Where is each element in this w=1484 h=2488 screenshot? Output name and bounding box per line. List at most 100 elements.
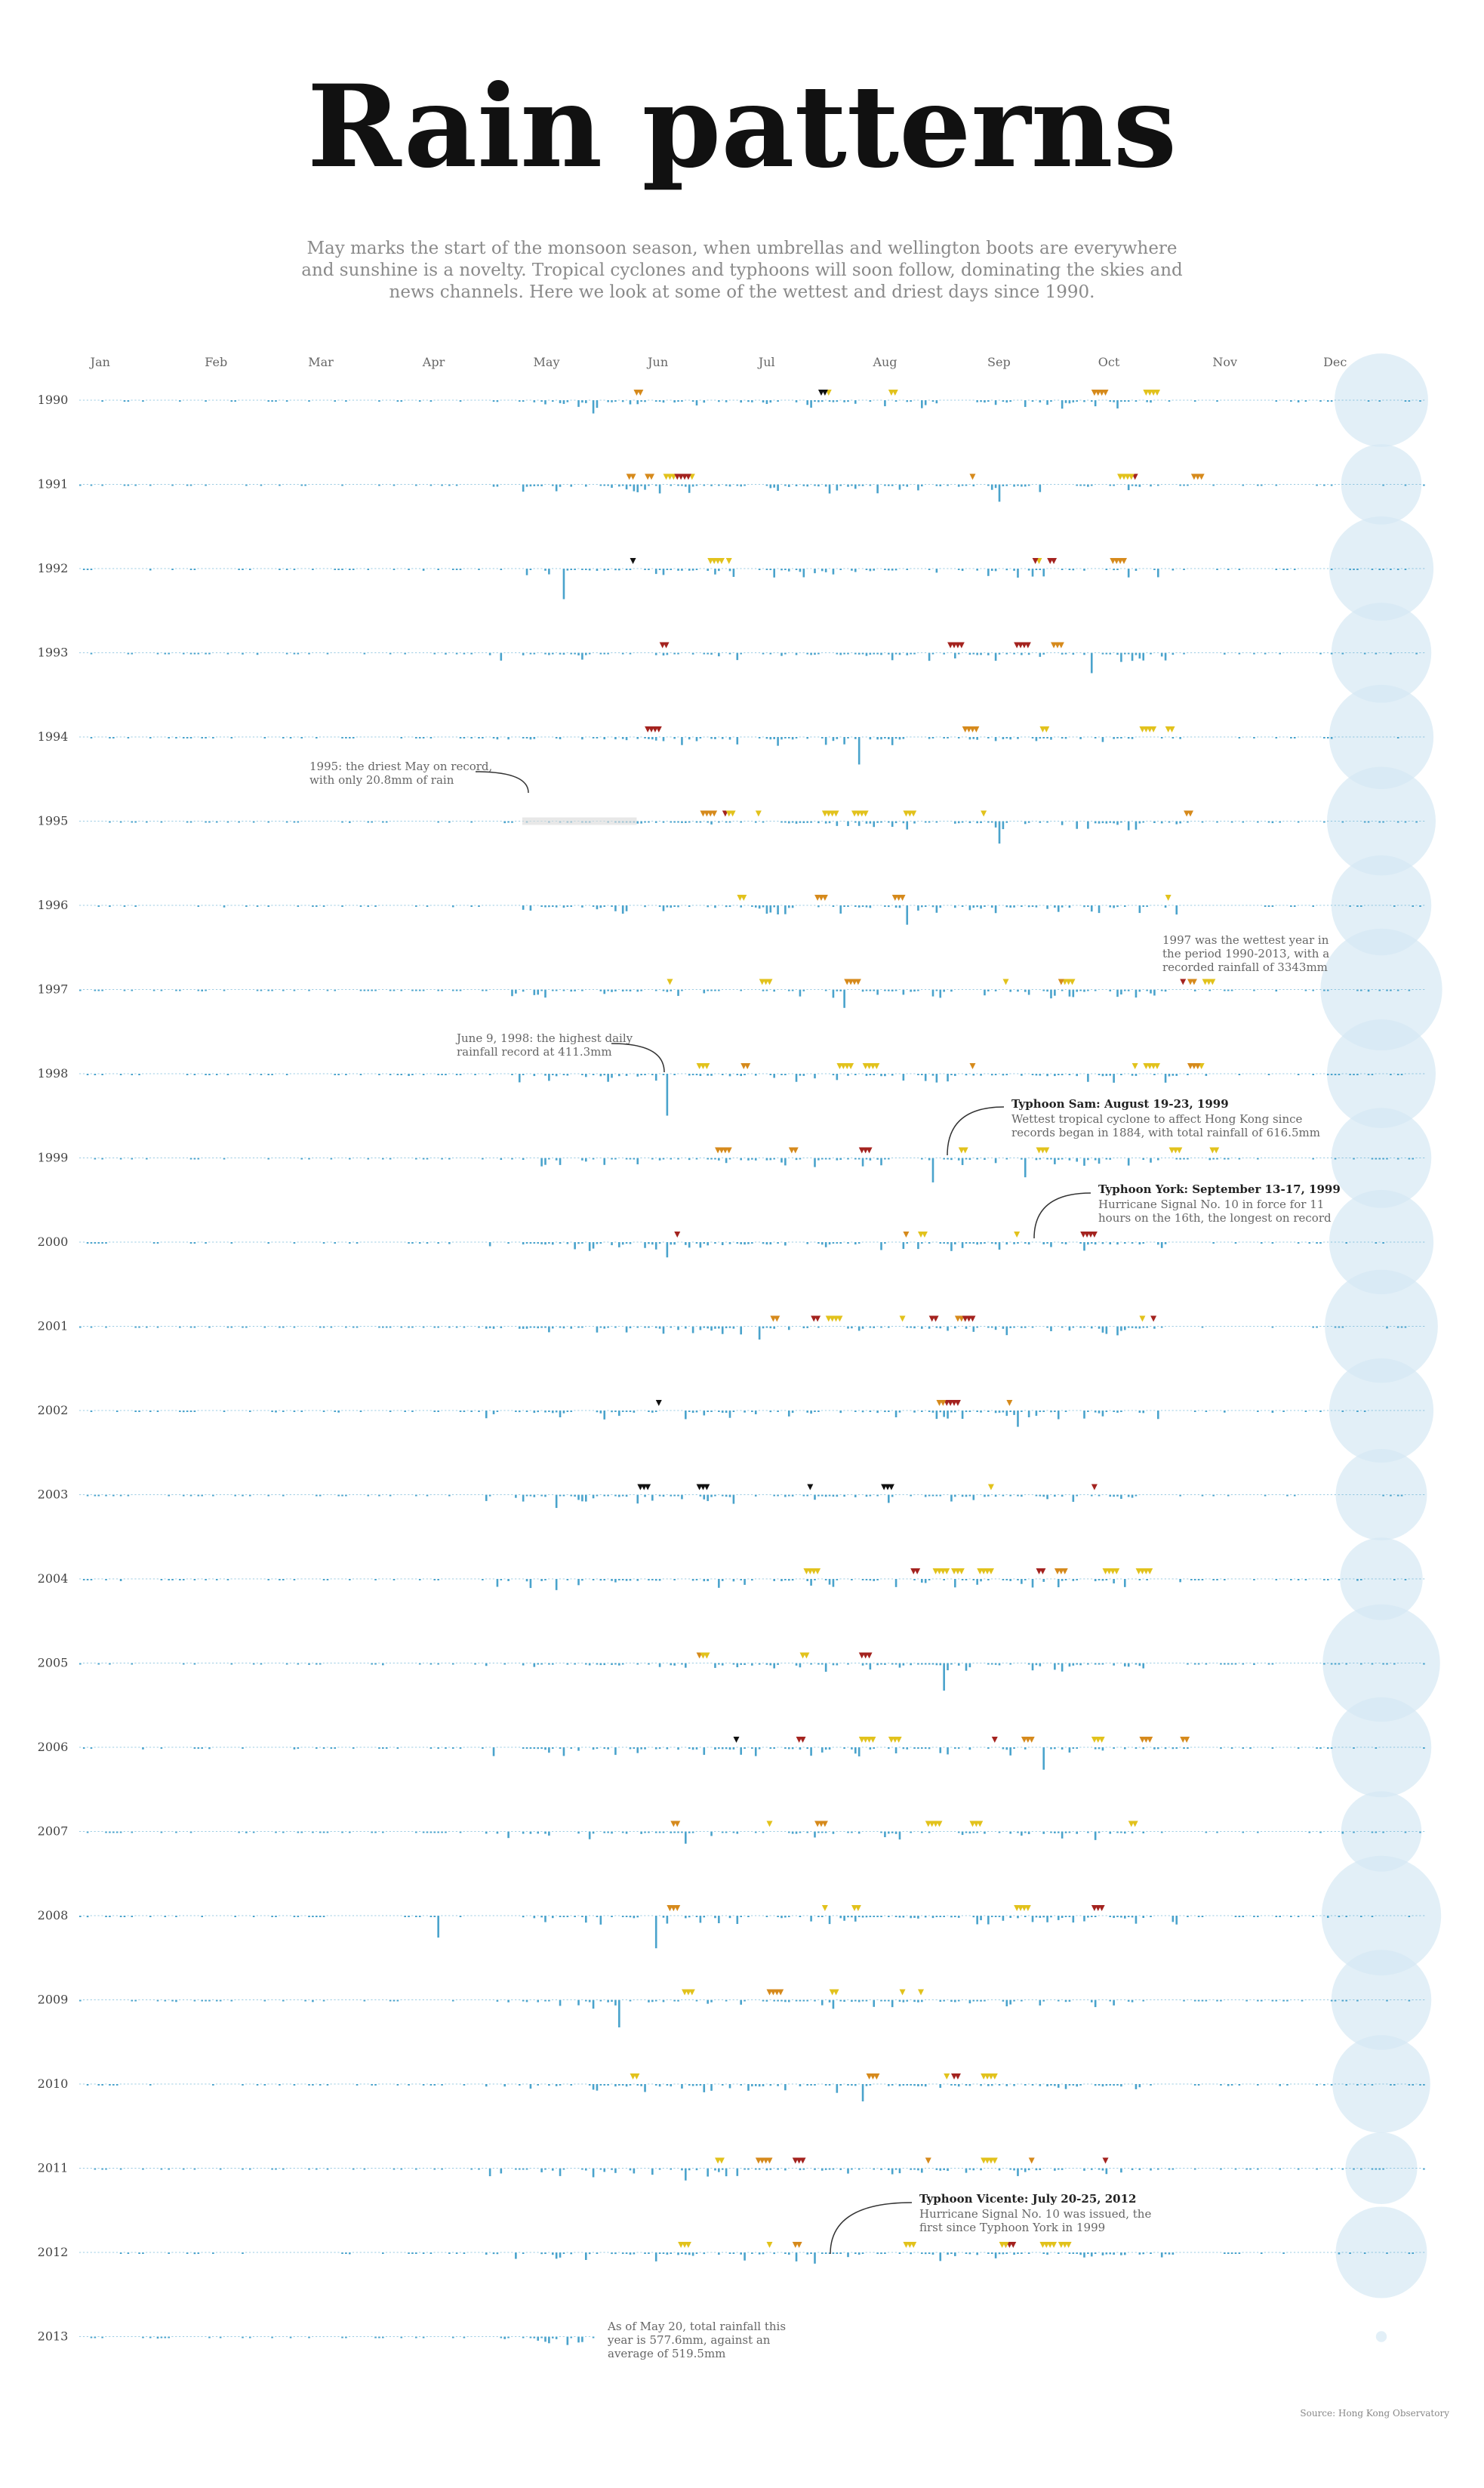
rain-bar [522,737,525,738]
trace-day [1382,905,1384,906]
rain-bar [1216,569,1218,570]
trace-day [1039,905,1041,906]
rain-bar [226,821,229,823]
year-label-2005: 2005 [38,1656,69,1670]
trace-day [902,1326,904,1327]
rain-bar [1061,737,1064,739]
rain-bar [888,484,890,486]
trace-day [300,821,303,822]
rain-bar [326,989,329,991]
rain-bar [189,1326,192,1328]
trace-day [651,484,654,485]
trace-day [1312,484,1314,485]
trace-day [105,989,107,990]
month-label-apr: Apr [422,355,445,369]
trace-day [1415,1326,1418,1327]
trace-day [744,905,746,906]
trace-day [588,484,591,485]
trace-day [939,399,941,401]
rain-bar [1076,1158,1079,1162]
trace-day [1353,989,1355,990]
trace-day [1220,1410,1222,1411]
rain-bar [1415,821,1418,823]
rain-bar [614,989,617,991]
rain-bar [865,569,868,570]
rain-bar [548,1326,550,1333]
trace-day [518,652,521,653]
rain-bar [156,1242,159,1244]
trace-day [998,1326,1000,1327]
rain-bar [861,1326,864,1329]
trace-day [1290,1241,1292,1243]
rain-bar [611,1242,613,1246]
rain-bar [839,1410,842,1414]
rain-bar [445,1074,447,1075]
rain-bar [806,821,809,823]
rain-bar [485,1410,488,1419]
trace-day [182,905,185,906]
rain-bar [455,1326,458,1328]
trace-day [1072,1241,1074,1243]
rain-bar [906,484,909,487]
trace-day [1054,399,1056,401]
rain-bar [230,1326,233,1328]
trace-day [1234,736,1236,738]
rain-bar [1031,1326,1034,1328]
trace-day [275,989,277,990]
trace-day [1293,652,1296,653]
trace-day [1293,989,1296,990]
trace-day [408,1410,410,1411]
trace-day [633,399,635,401]
rain-bar [1087,1158,1089,1161]
trace-day [319,736,322,738]
trace-day [142,905,144,906]
trace-day [245,736,248,738]
trace-day [297,1326,299,1327]
rain-bar [980,1242,982,1244]
rain-bar [1105,821,1108,824]
rain-bar [1353,569,1355,570]
rain-bar [1208,989,1212,991]
rain-bar [581,652,583,660]
rain-bar [488,1326,491,1328]
rain-bar [574,652,576,655]
rain-bar [1127,1326,1130,1328]
rain-bar [1009,989,1011,992]
rain-bar [869,652,872,655]
rain-bar [935,1074,938,1083]
trace-day [1308,652,1310,653]
trace-day [1212,905,1215,906]
trace-day [688,1326,691,1327]
rain-bar [861,1410,864,1413]
rain-bar [769,737,772,740]
rain-bar [1127,652,1130,655]
trace-day [588,399,591,401]
rain-bar [507,1242,510,1244]
trace-day [315,1241,318,1243]
rain-bar [703,400,706,403]
rain-bar [847,1158,849,1160]
trace-day [1393,1241,1396,1243]
rain-bar [787,989,790,991]
trace-day [404,821,406,822]
trace-day [352,821,355,822]
rain-bar [109,737,111,738]
rain-bar [581,569,583,570]
trace-day [429,989,432,990]
rain-bar [758,1326,761,1340]
trace-day [947,652,949,653]
rain-bar [894,400,897,402]
rain-bar [123,989,126,991]
trace-day [673,1410,676,1411]
rain-bar [511,821,513,823]
rain-bar [189,484,192,486]
rain-bar [1120,1074,1122,1075]
trace-day [1234,1410,1236,1411]
rain-bar [832,905,835,908]
trace-day [1101,989,1104,990]
trace-day [935,1241,938,1243]
trace-day [146,989,148,990]
trace-day [393,905,395,906]
trace-day [1212,399,1215,401]
trace-day [422,905,425,906]
